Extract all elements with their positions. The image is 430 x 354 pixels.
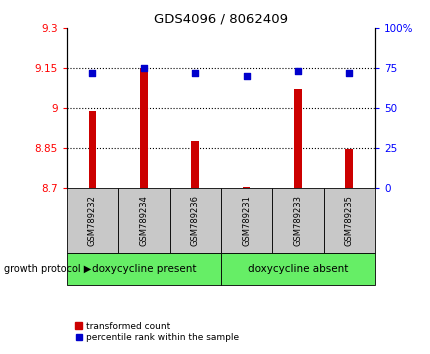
Text: GSM789233: GSM789233	[293, 195, 302, 246]
Bar	[118, 188, 169, 253]
Point	[140, 65, 147, 71]
Bar	[89, 110, 96, 188]
Text: GSM789234: GSM789234	[139, 195, 148, 246]
Point	[191, 70, 198, 76]
Text: GSM789235: GSM789235	[344, 195, 353, 246]
Bar	[67, 188, 118, 253]
Bar	[169, 188, 220, 253]
Legend: transformed count, percentile rank within the sample: transformed count, percentile rank withi…	[71, 318, 242, 346]
Point	[243, 73, 249, 79]
Text: doxycycline absent: doxycycline absent	[247, 264, 347, 274]
Text: GSM789231: GSM789231	[242, 195, 251, 246]
Bar	[67, 253, 221, 285]
Text: growth protocol ▶: growth protocol ▶	[4, 264, 91, 274]
Point	[294, 68, 301, 74]
Text: doxycycline present: doxycycline present	[92, 264, 196, 274]
Point	[89, 70, 96, 76]
Bar	[140, 68, 147, 188]
Bar	[242, 187, 250, 188]
Point	[345, 70, 352, 76]
Bar	[272, 188, 323, 253]
Text: GSM789236: GSM789236	[190, 195, 199, 246]
Bar	[191, 141, 199, 188]
Bar	[220, 253, 374, 285]
Title: GDS4096 / 8062409: GDS4096 / 8062409	[154, 13, 287, 26]
Text: GSM789232: GSM789232	[88, 195, 97, 246]
Bar	[344, 149, 352, 188]
Bar	[323, 188, 374, 253]
Bar	[220, 188, 272, 253]
Bar	[293, 89, 301, 188]
